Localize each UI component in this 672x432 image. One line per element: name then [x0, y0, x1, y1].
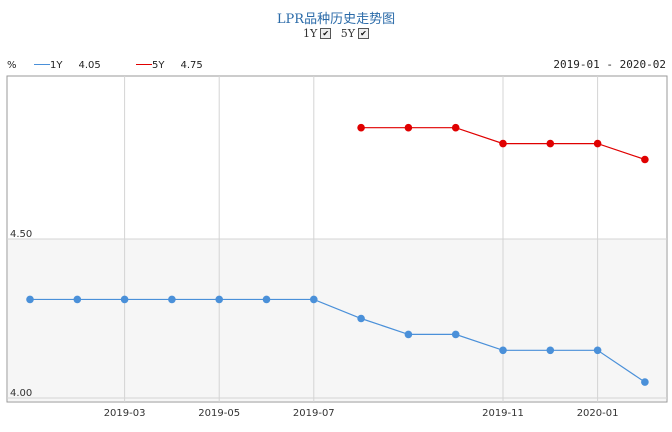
unit-label: % [7, 60, 17, 71]
legend-value-1y: 4.05 [78, 60, 101, 71]
x-tick-label: 2019-07 [293, 408, 335, 419]
date-range: 2019-01 - 2020-02 [553, 58, 666, 71]
data-point-1y [168, 295, 176, 304]
data-point-1y [641, 378, 649, 386]
data-point-1y [215, 295, 223, 304]
toggle-1y-label: 1Y [302, 27, 318, 40]
checkbox-1y[interactable]: ✔ [320, 28, 332, 39]
data-point-5y [546, 139, 555, 148]
data-point-5y [357, 123, 365, 132]
legend-name-1y: 1Y [50, 60, 63, 71]
data-point-1y [593, 346, 602, 355]
series-line-1y [30, 298, 646, 383]
data-point-1y [262, 295, 271, 304]
data-point-1y [546, 346, 555, 355]
legend-value-5y: 4.75 [180, 60, 203, 71]
data-point-5y [451, 123, 460, 132]
toggle-5y[interactable]: 5Y ✔ [340, 27, 370, 40]
data-point-5y [641, 155, 649, 164]
toggle-1y[interactable]: 1Y ✔ [302, 27, 332, 40]
legend-item-1y[interactable]: 1Y 4.05 [34, 60, 101, 71]
x-tick-label: 2019-03 [104, 408, 146, 419]
data-point-1y [404, 330, 413, 339]
data-point-5y [593, 139, 602, 148]
series-toggles: 1Y ✔ 5Y ✔ [0, 27, 672, 40]
data-point-1y [73, 295, 82, 304]
data-point-1y [120, 295, 129, 304]
x-tick-label: 2019-05 [198, 408, 240, 419]
x-tick-label: 2020-01 [577, 408, 619, 419]
y-tick-label: 4.50 [10, 229, 32, 240]
data-point-1y [357, 314, 365, 323]
legend-item-5y[interactable]: 5Y 4.75 [136, 60, 203, 71]
legend-name-5y: 5Y [152, 60, 165, 71]
data-point-5y [404, 123, 413, 132]
x-tick-label: 2019-11 [482, 408, 524, 419]
data-point-1y [310, 295, 318, 304]
plot-band [8, 239, 666, 401]
data-point-1y [499, 346, 507, 355]
data-point-5y [499, 139, 507, 148]
toggle-5y-label: 5Y [340, 27, 356, 40]
y-tick-label: 4.00 [10, 388, 32, 399]
data-point-1y [26, 295, 34, 304]
data-point-1y [451, 330, 460, 339]
legend-swatch-5y [136, 64, 152, 65]
legend-swatch-1y [34, 64, 50, 65]
chart-title: LPR品种历史走势图 [276, 12, 396, 27]
checkbox-5y[interactable]: ✔ [358, 28, 370, 39]
